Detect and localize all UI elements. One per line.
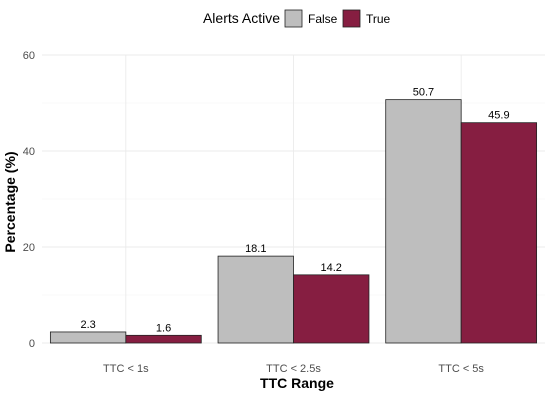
data-label: 50.7: [413, 87, 434, 99]
bars: [49, 99, 538, 344]
legend-swatch-true: [342, 9, 361, 28]
bar-true: [293, 274, 370, 344]
y-tick-label: 40: [23, 146, 35, 158]
axis-ticks: 0 20 40 60 TTC < 1s TTC < 2.5s TTC < 5s: [23, 50, 485, 375]
plot-area: 2.3 18.1 50.7 1.6 14.2 45.9 0 20 40 60 TTC < 1s TT…: [23, 50, 545, 375]
data-label: 14.2: [321, 262, 342, 274]
legend-title: Alerts Active: [203, 10, 280, 26]
y-tick-label: 0: [29, 338, 35, 350]
legend: Alerts Active False True: [203, 9, 391, 28]
bar-false: [217, 255, 294, 344]
bar-false: [49, 331, 127, 344]
x-axis-title: TTC Range: [260, 375, 334, 391]
data-label: 1.6: [156, 322, 171, 334]
x-tick-label: TTC < 1s: [103, 363, 149, 375]
x-tick-label: TTC < 5s: [438, 363, 484, 375]
data-labels: 2.3 18.1 50.7 1.6 14.2 45.9: [80, 87, 509, 335]
bar-false: [385, 99, 462, 344]
legend-label-true: True: [366, 12, 391, 26]
x-tick-label: TTC < 2.5s: [266, 363, 321, 375]
legend-label-false: False: [308, 12, 338, 26]
data-label: 2.3: [80, 319, 95, 331]
bar-true: [460, 122, 538, 344]
data-label: 18.1: [245, 243, 266, 255]
y-axis-title: Percentage (%): [2, 151, 18, 252]
data-label: 45.9: [488, 110, 509, 122]
legend-swatch-false: [284, 9, 303, 28]
y-tick-label: 60: [23, 50, 35, 62]
y-tick-label: 20: [23, 242, 35, 254]
bar-true: [125, 334, 202, 344]
